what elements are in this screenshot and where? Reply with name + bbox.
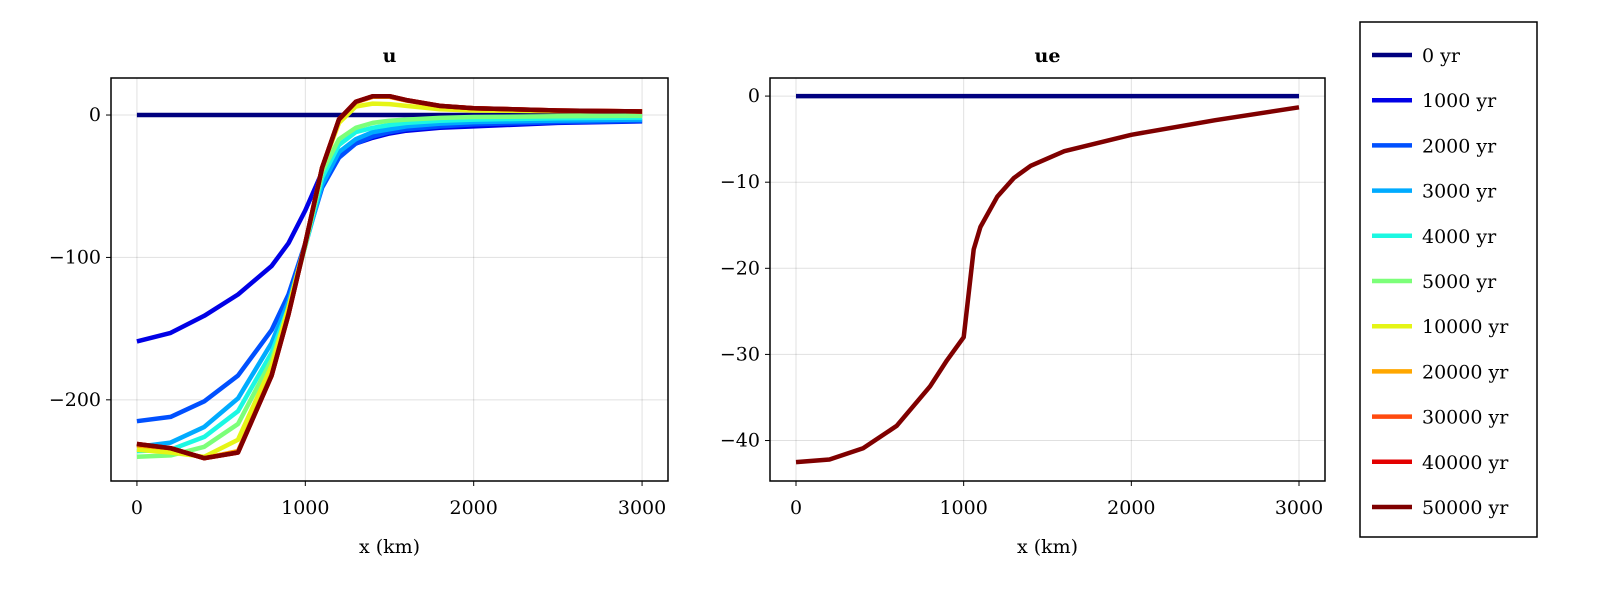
series-line-3000-yr (136, 117, 643, 450)
legend-item: 50000 yr (1372, 497, 1509, 519)
legend-label: 0 yr (1422, 45, 1461, 67)
legend-label: 4000 yr (1422, 226, 1497, 248)
legend-item: 5000 yr (1372, 271, 1497, 293)
legend-label: 10000 yr (1422, 316, 1509, 338)
x-tick-label: 2000 (450, 497, 498, 519)
y-tick-label: −10 (720, 171, 760, 193)
series-line-40000-yr (136, 93, 643, 461)
panel-u: 0 1000 2000 3000 0 −100 −200 u x (km) (49, 45, 669, 558)
legend-item: 30000 yr (1372, 407, 1509, 429)
series-line-5000-yr (136, 113, 643, 460)
legend-item: 1000 yr (1372, 90, 1497, 112)
series-group (795, 93, 1300, 465)
chart-title: u (383, 45, 397, 67)
legend-label: 3000 yr (1422, 181, 1497, 203)
legend-item: 10000 yr (1372, 316, 1509, 338)
x-axis-label: x (km) (359, 536, 420, 558)
series-line-2000-yr (136, 118, 643, 424)
legend: 0 yr 1000 yr 2000 yr 3000 yr 4000 yr 5000 yr 1… (1359, 21, 1538, 538)
x-tick-label: 0 (131, 497, 143, 519)
legend-label: 5000 yr (1422, 271, 1497, 293)
legend-label: 40000 yr (1422, 452, 1509, 474)
series-line-1000-yr (136, 119, 643, 344)
y-tick-label: −100 (49, 246, 101, 268)
legend-label: 50000 yr (1422, 497, 1509, 519)
y-tick-label: −200 (49, 389, 101, 411)
legend-item: 3000 yr (1372, 181, 1497, 203)
series-line-4000-yr (136, 115, 643, 454)
axes-frame (769, 77, 1326, 482)
series-line-20000-yr (136, 94, 643, 461)
x-tick-label: 1000 (281, 497, 329, 519)
x-tick-label: 1000 (939, 497, 987, 519)
legend-item: 0 yr (1372, 45, 1461, 67)
x-axis-label: x (km) (1017, 536, 1078, 558)
legend-item: 20000 yr (1372, 361, 1509, 383)
legend-label: 30000 yr (1422, 407, 1509, 429)
chart-title: ue (1035, 45, 1061, 67)
x-tick-label: 3000 (1275, 497, 1323, 519)
legend-label: 1000 yr (1422, 90, 1497, 112)
series-line-50000-yr (136, 93, 643, 461)
series-line-30000-yr (136, 93, 643, 461)
y-tick-label: 0 (89, 104, 101, 126)
series-group (136, 93, 643, 461)
legend-label: 20000 yr (1422, 361, 1509, 383)
y-tick-label: −40 (720, 430, 760, 452)
panel-ue: 0 1000 2000 3000 0 −10 −20 −30 −40 ue x (km) (720, 45, 1326, 558)
y-tick-label: −20 (720, 257, 760, 279)
legend-item: 40000 yr (1372, 452, 1509, 474)
y-tick-label: −30 (720, 343, 760, 365)
axes-frame (110, 77, 669, 482)
series-line-50000-yr (795, 105, 1300, 465)
x-tick-label: 0 (790, 497, 802, 519)
legend-label: 2000 yr (1422, 135, 1497, 157)
y-tick-label: 0 (748, 85, 760, 107)
x-tick-label: 2000 (1107, 497, 1155, 519)
x-tick-label: 3000 (618, 497, 666, 519)
legend-item: 2000 yr (1372, 135, 1497, 157)
legend-item: 4000 yr (1372, 226, 1497, 248)
series-line-10000-yr (136, 101, 643, 460)
